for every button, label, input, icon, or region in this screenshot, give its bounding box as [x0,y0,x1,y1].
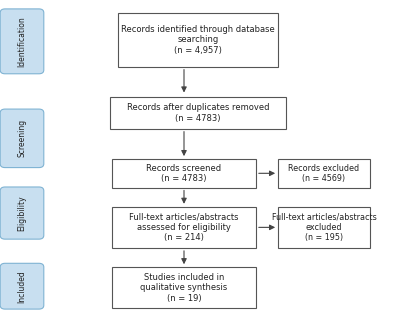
Text: Eligibility: Eligibility [18,195,26,231]
FancyBboxPatch shape [278,159,370,188]
Text: Studies included in
qualitative synthesis
(n = 19): Studies included in qualitative synthesi… [140,273,228,303]
Text: Full-text articles/abstracts
assessed for eligibility
(n = 214): Full-text articles/abstracts assessed fo… [129,212,239,242]
FancyBboxPatch shape [0,109,44,168]
FancyBboxPatch shape [0,263,44,309]
FancyBboxPatch shape [112,267,256,308]
Text: Records screened
(n = 4783): Records screened (n = 4783) [146,163,222,183]
Text: Records after duplicates removed
(n = 4783): Records after duplicates removed (n = 47… [127,103,269,123]
Text: Records excluded
(n = 4569): Records excluded (n = 4569) [288,163,360,183]
FancyBboxPatch shape [278,207,370,248]
FancyBboxPatch shape [118,13,278,67]
Text: Full-text articles/abstracts
excluded
(n = 195): Full-text articles/abstracts excluded (n… [272,212,376,242]
Text: Identification: Identification [18,16,26,67]
FancyBboxPatch shape [112,207,256,248]
FancyBboxPatch shape [0,9,44,74]
FancyBboxPatch shape [112,159,256,188]
FancyBboxPatch shape [0,187,44,239]
Text: Records identified through database
searching
(n = 4,957): Records identified through database sear… [121,25,275,55]
Text: Included: Included [18,270,26,302]
Text: Screening: Screening [18,119,26,157]
FancyBboxPatch shape [110,97,286,129]
